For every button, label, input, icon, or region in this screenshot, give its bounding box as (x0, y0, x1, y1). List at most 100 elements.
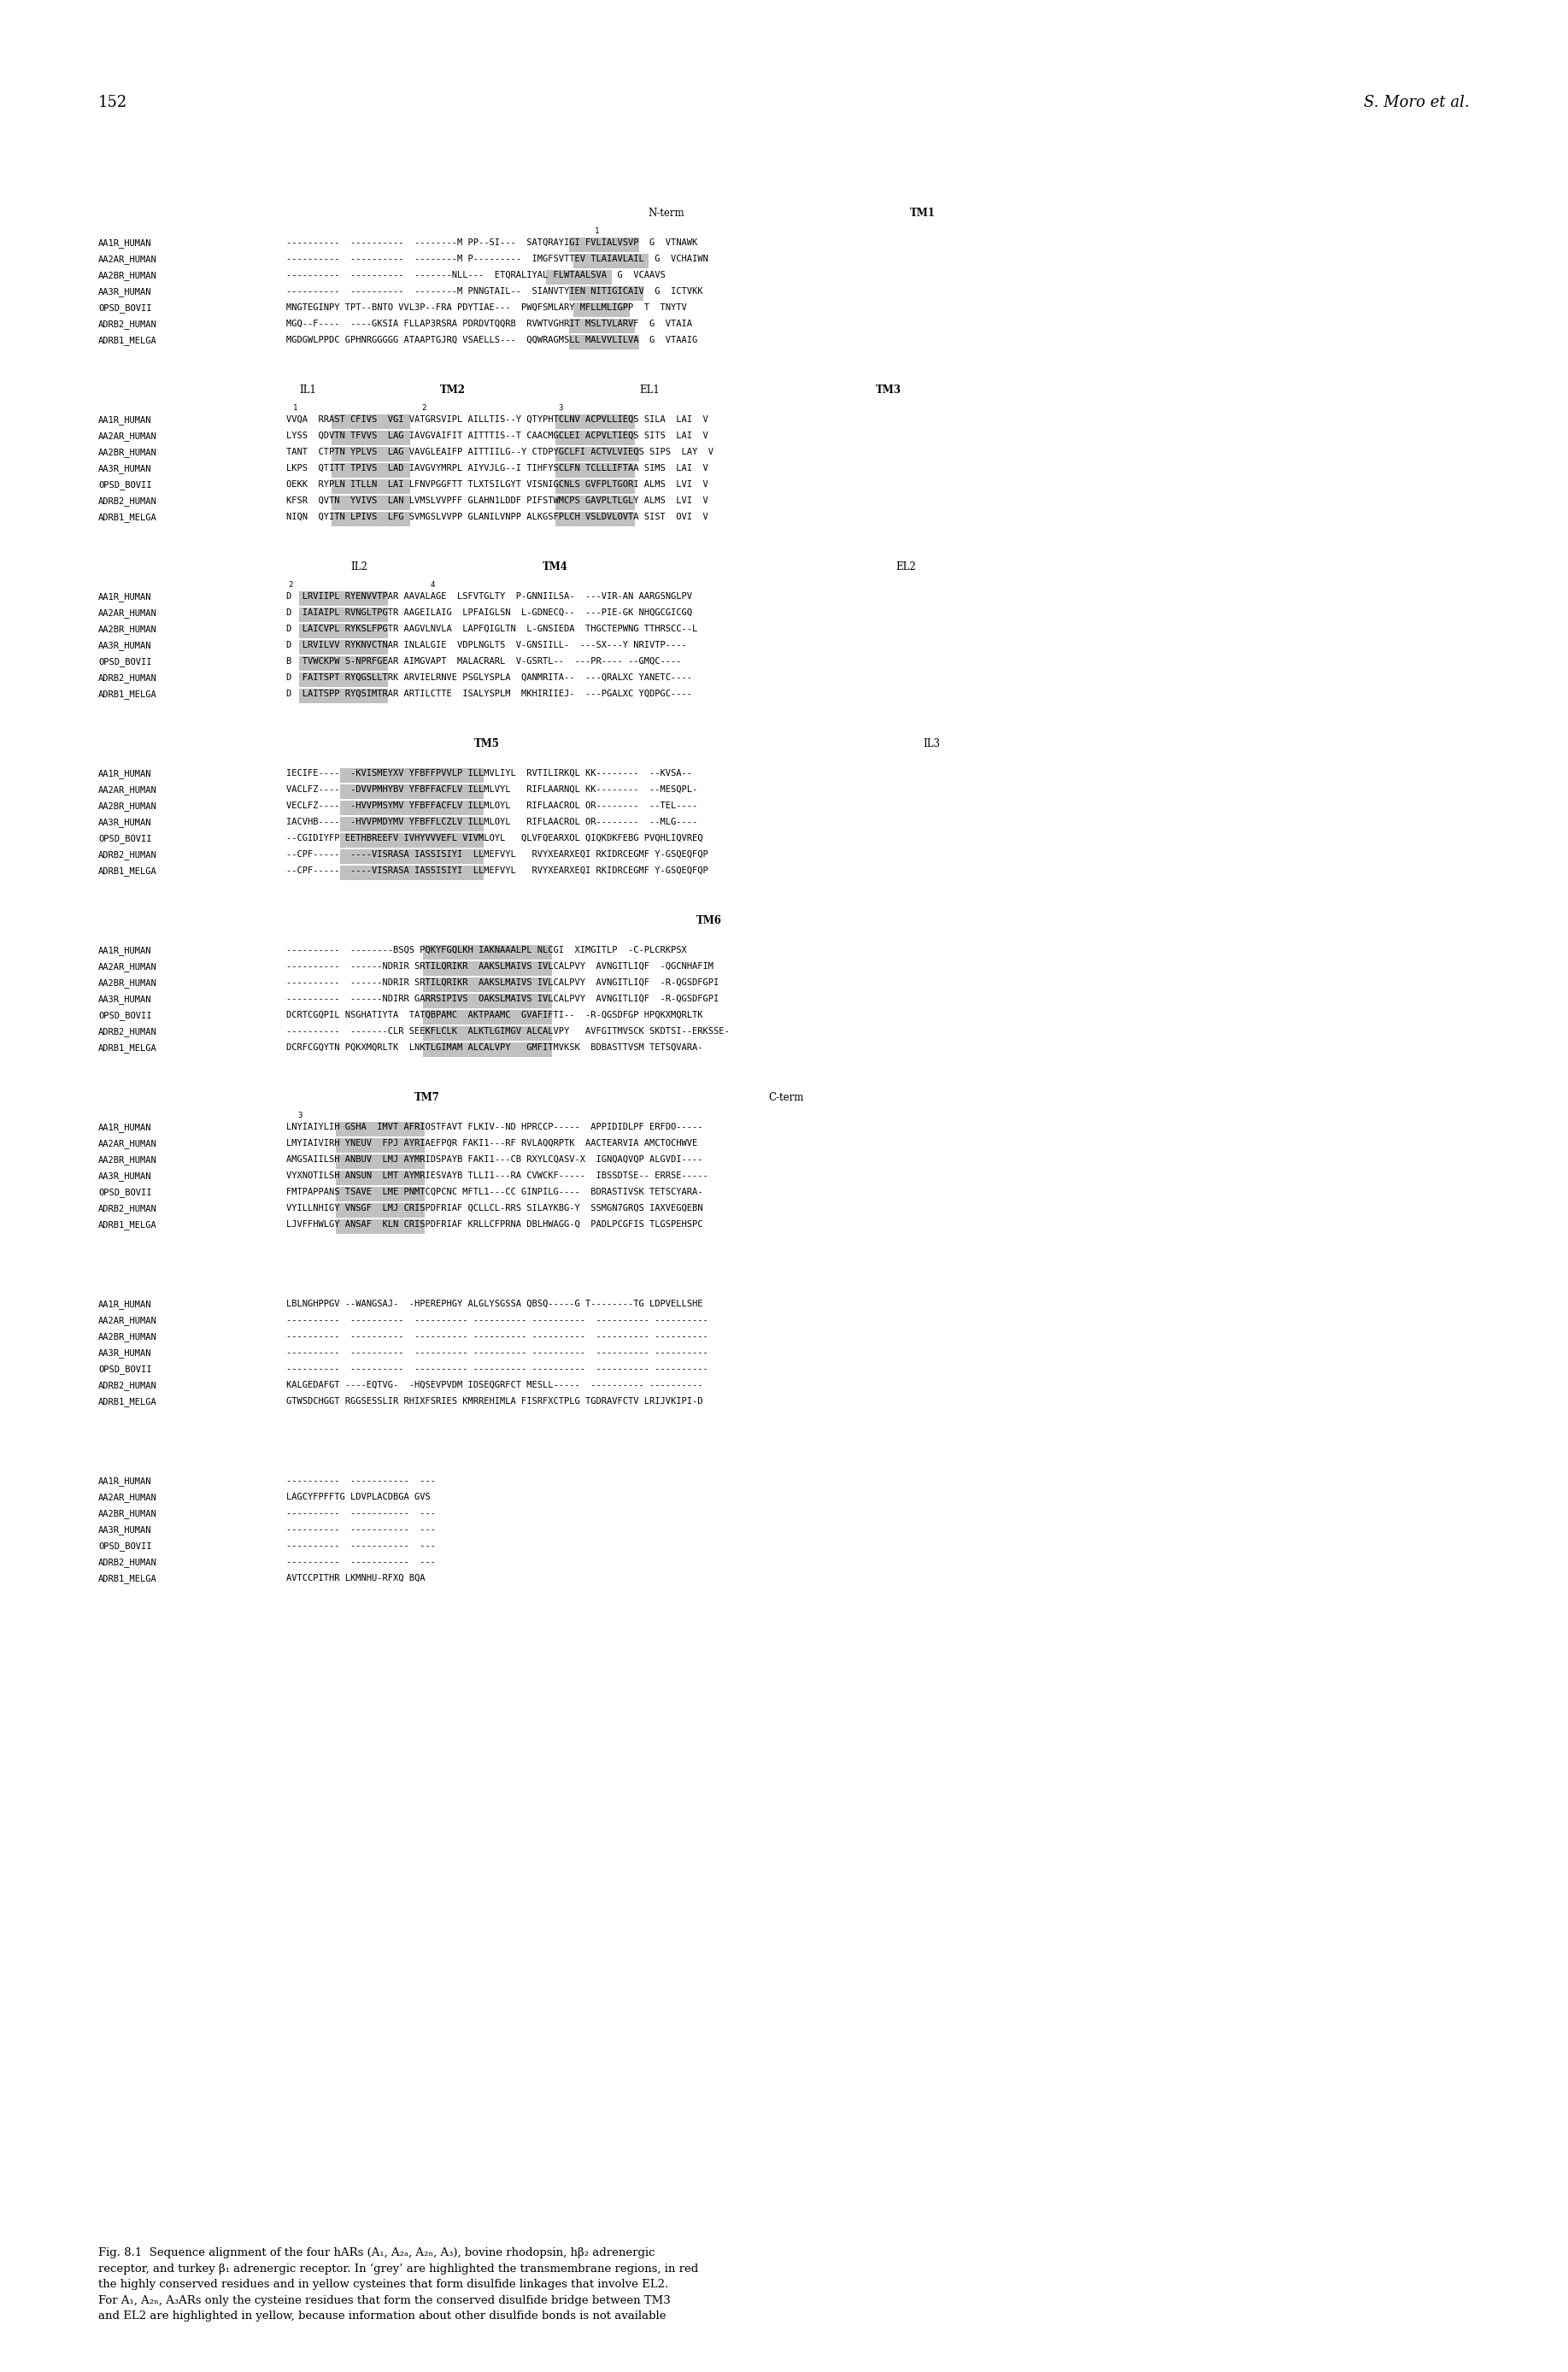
Bar (340, 849, 483, 863)
Text: TM7: TM7 (414, 1091, 441, 1103)
Text: OPSD_BOVII: OPSD_BOVII (99, 835, 152, 844)
Bar (422, 977, 552, 991)
Text: N-term: N-term (648, 209, 685, 218)
Text: ----------  -----------  ---: ---------- ----------- --- (287, 1542, 436, 1549)
Bar (299, 688, 387, 702)
Bar (340, 833, 483, 847)
Text: ADRB2_HUMAN: ADRB2_HUMAN (99, 674, 157, 683)
Text: KFSR  QVTN  YVIVS  LAN LVMSLVVPFF GLAHN1LDDF PIFSTWMCPS GAVPLTLGLY ALMS  LVI  V: KFSR QVTN YVIVS LAN LVMSLVVPFF GLAHN1LDD… (287, 496, 709, 505)
Text: AA3R_HUMAN: AA3R_HUMAN (99, 1172, 152, 1181)
Bar (340, 802, 483, 816)
Text: AA1R_HUMAN: AA1R_HUMAN (99, 946, 152, 956)
Text: MNGTEGINPY TPT--BNTO VVL3P--FRA PDYTIAE---  PWQFSMLARY MFLLMLIGPP  T  TNYTV: MNGTEGINPY TPT--BNTO VVL3P--FRA PDYTIAE-… (287, 304, 687, 311)
Text: IL3: IL3 (924, 738, 939, 750)
Bar (569, 318, 635, 332)
Text: ADRB2_HUMAN: ADRB2_HUMAN (99, 849, 157, 859)
Text: VECLFZ----  -HVVPMSYMV YFBFFACFLV ILLMLOYL   RIFLAACROL OR--------  --TEL----: VECLFZ---- -HVVPMSYMV YFBFFACFLV ILLMLOY… (287, 802, 698, 809)
Text: AA1R_HUMAN: AA1R_HUMAN (99, 240, 152, 247)
Text: TM6: TM6 (696, 916, 721, 925)
Text: AA3R_HUMAN: AA3R_HUMAN (99, 287, 152, 296)
Text: AA2AR_HUMAN: AA2AR_HUMAN (99, 607, 157, 617)
Text: ----------  -----------  ---: ---------- ----------- --- (287, 1525, 436, 1535)
Text: ----------  -----------  ---: ---------- ----------- --- (287, 1475, 436, 1485)
Bar (340, 866, 483, 880)
Text: 3: 3 (558, 403, 563, 413)
Bar (422, 961, 552, 975)
Text: ----------  -------CLR SEEKFLCLK  ALKTLGIMGV ALCALVPY   AVFGITMVSCK SKDTSI--ERKS: ---------- -------CLR SEEKFLCLK ALKTLGIM… (287, 1027, 729, 1037)
Text: ----------  ----------  -------NLL---  ETQRALIYAL FLWTAALSVA  G  VCAAVS: ---------- ---------- -------NLL--- ETQR… (287, 270, 665, 280)
Text: VYILLNHIGY VNSGF  LMJ CRISPDFRIAF QCLLCL-RRS SILAYKBG-Y  SSMGN7GRQS IAXVEGQEBN: VYILLNHIGY VNSGF LMJ CRISPDFRIAF QCLLCL-… (287, 1205, 702, 1212)
Text: OEKK  RYPLN ITLLN  LAI LFNVPGGFTT TLXTSILGYT VISNIGCNLS GVFPLTGORI ALMS  LVI  V: OEKK RYPLN ITLLN LAI LFNVPGGFTT TLXTSILG… (287, 479, 709, 489)
Bar (299, 657, 387, 671)
Text: AA2BR_HUMAN: AA2BR_HUMAN (99, 802, 157, 811)
Bar (299, 640, 387, 655)
Bar (336, 1122, 425, 1136)
Text: EL1: EL1 (640, 384, 660, 396)
Text: OPSD_BOVII: OPSD_BOVII (99, 657, 152, 667)
Text: ----------  ------NDRIR SRTILQRIKR  AAKSLMAIVS IVLCALPVY  AVNGITLIQF  -QGCNHAFIM: ---------- ------NDRIR SRTILQRIKR AAKSLM… (287, 963, 713, 970)
Text: 1: 1 (293, 403, 298, 413)
Bar (336, 1219, 425, 1233)
Bar (336, 1186, 425, 1200)
Text: AA3R_HUMAN: AA3R_HUMAN (99, 1525, 152, 1535)
Text: VACLFZ----  -DVVPMHYBV YFBFFACFLV ILLMLVYL   RIFLAARNQL KK--------  --MESQPL-: VACLFZ---- -DVVPMHYBV YFBFFACFLV ILLMLVY… (287, 785, 698, 795)
Text: LMYIAIVIRH YNEUV  FPJ AYRIAEFPQR FAKI1---RF RVLAQQRPTK  AACTEARVIA AMCTOCHWVE: LMYIAIVIRH YNEUV FPJ AYRIAEFPQR FAKI1---… (287, 1139, 698, 1148)
Text: KALGEDAFGT ----EQTVG-  -HQSEVPVDM IDSEQGRFCT MESLL-----  ---------- ----------: KALGEDAFGT ----EQTVG- -HQSEVPVDM IDSEQGR… (287, 1381, 702, 1390)
Text: FMTPAPPANS TSAVE  LME PNMTCQPCNC MFTL1---CC GINPILG----  BDRASTIVSK TETSCYARA-: FMTPAPPANS TSAVE LME PNMTCQPCNC MFTL1---… (287, 1188, 702, 1195)
Bar (422, 994, 552, 1008)
Bar (299, 674, 387, 688)
Text: D  IAIAIPL RVNGLTPGTR AAGEILAIG  LPFAIGLSN  L-GDNECQ--  ---PIE-GK NHQGCGICGQ: D IAIAIPL RVNGLTPGTR AAGEILAIG LPFAIGLSN… (287, 607, 691, 617)
Text: IL1: IL1 (299, 384, 317, 396)
Text: ----------  --------BSQS PQKYFGQLKH IAKNAAALPL NLCGI  XIMGITLP  -C-PLCRKPSX: ---------- --------BSQS PQKYFGQLKH IAKNA… (287, 946, 687, 954)
Text: EL2: EL2 (895, 562, 916, 572)
Text: DCRTCGQPIL NSGHATIYTA  TATQBPAMC  AKTPAAMC  GVAFIFTI--  -R-QGSDFGP HPQKXMQRLTK: DCRTCGQPIL NSGHATIYTA TATQBPAMC AKTPAAMC… (287, 1010, 702, 1020)
Text: ADRB1_MELGA: ADRB1_MELGA (99, 512, 157, 522)
Text: TM4: TM4 (543, 562, 568, 572)
Text: MGQ--F----  ----GKSIA FLLAP3RSRA PDRDVTQQRB  RVWTVGHRIT MSLTVLARVF  G  VTAIA: MGQ--F---- ----GKSIA FLLAP3RSRA PDRDVTQQ… (287, 320, 691, 327)
Bar (569, 287, 644, 301)
Text: ADRB2_HUMAN: ADRB2_HUMAN (99, 1205, 157, 1212)
Text: GTWSDCHGGT RGGSESSLIR RHIXFSRIES KMRREHIMLA FISRFXCTPLG TGDRAVFCTV LRIJVKIPI-D: GTWSDCHGGT RGGSESSLIR RHIXFSRIES KMRREHI… (287, 1397, 702, 1407)
Text: ----------  ------NDRIR SRTILQRIKR  AAKSLMAIVS IVLCALPVY  AVNGITLIQF  -R-QGSDFGP: ---------- ------NDRIR SRTILQRIKR AAKSLM… (287, 977, 718, 987)
Bar (331, 463, 411, 477)
Bar (336, 1203, 425, 1217)
Text: ADRB1_MELGA: ADRB1_MELGA (99, 1219, 157, 1229)
Text: AA2AR_HUMAN: AA2AR_HUMAN (99, 1316, 157, 1326)
Text: OPSD_BOVII: OPSD_BOVII (99, 1364, 152, 1373)
Text: ----------  ----------  --------M PP--SI---  SATQRAYIGI FVLIALVSVP  G  VTNAWK: ---------- ---------- --------M PP--SI--… (287, 240, 698, 247)
Text: VYXNOTILSH ANSUN  LMT AYMRIESVAYB TLLI1---RA CVWCKF-----  IBSSDTSE-- ERRSE-----: VYXNOTILSH ANSUN LMT AYMRIESVAYB TLLI1--… (287, 1172, 709, 1179)
Text: ADRB1_MELGA: ADRB1_MELGA (99, 1397, 157, 1407)
Bar (555, 432, 635, 446)
Text: D  LRVIIPL RYENVVTPAR AAVALAGE  LSFVTGLTY  P-GNNIILSA-  ---VIR-AN AARGSNGLPV: D LRVIIPL RYENVVTPAR AAVALAGE LSFVTGLTY … (287, 593, 691, 600)
Bar (336, 1172, 425, 1186)
Text: ADRB2_HUMAN: ADRB2_HUMAN (99, 1381, 157, 1390)
Bar (555, 479, 635, 493)
Bar (422, 1041, 552, 1058)
Text: AA2BR_HUMAN: AA2BR_HUMAN (99, 1155, 157, 1165)
Text: ADRB2_HUMAN: ADRB2_HUMAN (99, 496, 157, 505)
Text: AA2BR_HUMAN: AA2BR_HUMAN (99, 448, 157, 458)
Text: D  LRVILVV RYKNVCTNAR INLALGIE  VDPLNGLTS  V-GNSIILL-  ---SX---Y NRIVTP----: D LRVILVV RYKNVCTNAR INLALGIE VDPLNGLTS … (287, 640, 687, 650)
Text: AA3R_HUMAN: AA3R_HUMAN (99, 1347, 152, 1357)
Text: 1: 1 (594, 228, 599, 235)
Text: IL2: IL2 (350, 562, 367, 572)
Bar (340, 816, 483, 830)
Text: LBLNGHPPGV --WANGSAJ-  -HPEREPHGY ALGLYSGSSA QBSQ-----G T--------TG LDPVELLSHE: LBLNGHPPGV --WANGSAJ- -HPEREPHGY ALGLYSG… (287, 1300, 702, 1309)
Text: LKPS  QTITT TPIVS  LAD IAVGVYMRPL AIYVJLG--I TIHFYSCLFN TCLLLIFTAA SIMS  LAI  V: LKPS QTITT TPIVS LAD IAVGVYMRPL AIYVJLG-… (287, 465, 709, 472)
Text: --CGIDIYFP EETHBREEFV IVHYVVVEFL VIVMLOYL   QLVFQEARXOL QIQKDKFEBG PVQHLIQVREQ: --CGIDIYFP EETHBREEFV IVHYVVVEFL VIVMLOY… (287, 835, 702, 842)
Text: ----------  ----------  ---------- ---------- ----------  ---------- ----------: ---------- ---------- ---------- -------… (287, 1316, 709, 1324)
Text: ADRB2_HUMAN: ADRB2_HUMAN (99, 1027, 157, 1037)
Text: ----------  ----------  --------M PNNGTAIL--  SIANVTYIEN NITIGICAIV  G  ICTVKK: ---------- ---------- --------M PNNGTAIL… (287, 287, 702, 296)
Bar (331, 415, 411, 429)
Bar (331, 496, 411, 510)
Text: ----------  ------NDIRR GARRSIPIVS  OAKSLMAIVS IVLCALPVY  AVNGITLIQF  -R-QGSDFGP: ---------- ------NDIRR GARRSIPIVS OAKSLM… (287, 994, 718, 1003)
Text: OPSD_BOVII: OPSD_BOVII (99, 1010, 152, 1020)
Text: OPSD_BOVII: OPSD_BOVII (99, 304, 152, 313)
Bar (555, 463, 635, 477)
Text: OPSD_BOVII: OPSD_BOVII (99, 479, 152, 489)
Bar (299, 624, 387, 638)
Text: AMGSAIILSH ANBUV  LMJ AYMRIDSPAYB FAKI1---CB RXYLCQASV-X  IGNQAQVQP ALGVDI----: AMGSAIILSH ANBUV LMJ AYMRIDSPAYB FAKI1--… (287, 1155, 702, 1165)
Text: AA1R_HUMAN: AA1R_HUMAN (99, 415, 152, 425)
Text: AA2AR_HUMAN: AA2AR_HUMAN (99, 963, 157, 973)
Text: --CPF-----  ----VISRASA IASSISIYI  LLMEFVYL   RVYXEARXEQI RKIDRCEGMF Y-GSQEQFQP: --CPF----- ----VISRASA IASSISIYI LLMEFVY… (287, 849, 709, 859)
